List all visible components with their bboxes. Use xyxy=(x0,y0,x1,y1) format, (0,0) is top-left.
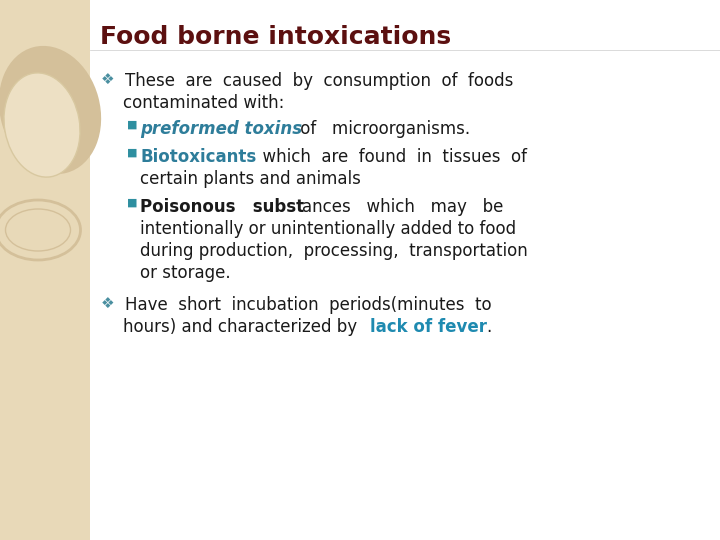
Text: ■: ■ xyxy=(127,120,138,130)
Text: .: . xyxy=(486,318,491,336)
Text: or storage.: or storage. xyxy=(140,264,230,282)
Text: ❖: ❖ xyxy=(102,72,114,87)
Text: which  are  found  in  tissues  of: which are found in tissues of xyxy=(252,148,527,166)
Text: These  are  caused  by  consumption  of  foods: These are caused by consumption of foods xyxy=(125,72,513,90)
Text: certain plants and animals: certain plants and animals xyxy=(140,170,361,188)
Text: intentionally or unintentionally added to food: intentionally or unintentionally added t… xyxy=(140,220,516,238)
Ellipse shape xyxy=(6,209,71,251)
Text: of   microorganisms.: of microorganisms. xyxy=(295,120,470,138)
Text: preformed toxins: preformed toxins xyxy=(140,120,302,138)
Ellipse shape xyxy=(4,73,80,177)
Text: Biotoxicants: Biotoxicants xyxy=(140,148,256,166)
Text: during production,  processing,  transportation: during production, processing, transport… xyxy=(140,242,528,260)
Text: contaminated with:: contaminated with: xyxy=(123,94,284,112)
Text: ances   which   may   be: ances which may be xyxy=(302,198,503,216)
Text: Poisonous   subst: Poisonous subst xyxy=(140,198,304,216)
Text: hours) and characterized by: hours) and characterized by xyxy=(123,318,362,336)
Bar xyxy=(0,0,90,540)
Text: ■: ■ xyxy=(127,198,138,208)
Ellipse shape xyxy=(0,46,101,174)
Ellipse shape xyxy=(0,200,81,260)
Text: lack of fever: lack of fever xyxy=(370,318,487,336)
Text: Have  short  incubation  periods(minutes  to: Have short incubation periods(minutes to xyxy=(125,296,492,314)
Text: ■: ■ xyxy=(127,148,138,158)
Text: ❖: ❖ xyxy=(102,296,114,311)
Text: Food borne intoxications: Food borne intoxications xyxy=(100,25,451,49)
